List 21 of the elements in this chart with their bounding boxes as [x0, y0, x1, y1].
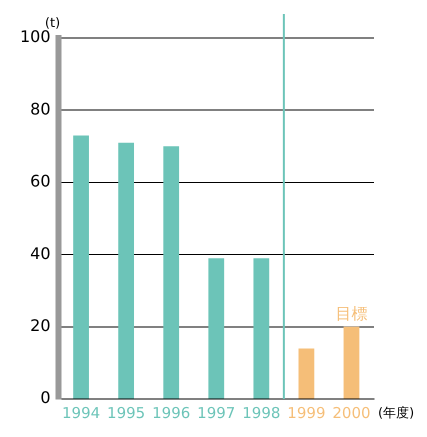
bar: [298, 348, 314, 398]
bar: [163, 146, 180, 398]
bar: [118, 142, 134, 398]
bar: [344, 326, 360, 398]
y-tick-label: 40: [30, 244, 51, 263]
x-tick-label: 1998: [242, 404, 280, 422]
bar: [208, 258, 224, 398]
x-tick-label: 1999: [287, 404, 326, 422]
x-tick-label: 1997: [197, 404, 236, 422]
y-tick-label: 60: [30, 172, 51, 191]
x-tick-label: 1994: [62, 404, 100, 422]
x-tick-label: 1996: [152, 404, 190, 422]
x-tick-label: 1995: [107, 404, 146, 422]
bar: [73, 135, 89, 398]
bar: [253, 258, 270, 398]
y-tick-label: 0: [40, 388, 51, 408]
x-axis-title: (年度): [378, 404, 414, 421]
y-tick-label: 80: [30, 99, 51, 118]
annotation: 目標: [335, 304, 368, 323]
y-tick-label: 20: [30, 316, 51, 335]
x-tick-label: 2000: [332, 404, 371, 422]
